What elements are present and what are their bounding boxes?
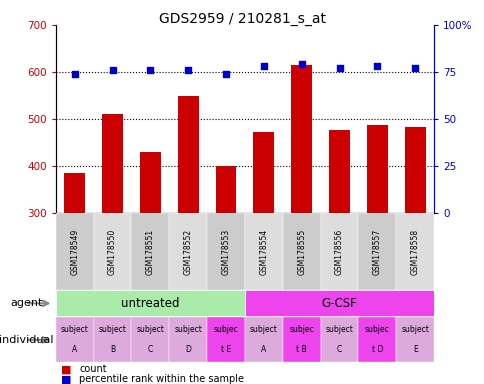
Bar	[291, 65, 311, 213]
Text: subject: subject	[174, 325, 202, 334]
Text: GSM178555: GSM178555	[297, 228, 305, 275]
Bar	[395, 213, 433, 290]
Bar	[56, 213, 93, 290]
Text: subject: subject	[98, 325, 126, 334]
Text: untreated: untreated	[121, 297, 179, 310]
Bar	[131, 317, 169, 362]
Bar	[93, 213, 131, 290]
Point	[184, 67, 192, 73]
Bar	[93, 317, 131, 362]
Bar	[320, 213, 358, 290]
Bar	[282, 317, 320, 362]
Point	[259, 63, 267, 70]
Point	[222, 71, 229, 77]
Point	[146, 67, 154, 73]
Point	[335, 65, 343, 71]
Text: subjec: subjec	[288, 325, 314, 334]
Text: C: C	[148, 346, 152, 354]
Text: ■: ■	[60, 364, 71, 374]
Text: GSM178558: GSM178558	[410, 228, 419, 275]
Text: subject: subject	[136, 325, 164, 334]
Bar	[102, 114, 122, 213]
Text: GSM178552: GSM178552	[183, 228, 192, 275]
Bar	[244, 317, 282, 362]
Bar	[131, 213, 169, 290]
Bar	[358, 317, 395, 362]
Text: count: count	[79, 364, 106, 374]
Text: GSM178556: GSM178556	[334, 228, 343, 275]
Bar	[395, 317, 433, 362]
Text: t B: t B	[296, 346, 306, 354]
Bar	[140, 152, 160, 213]
Bar	[215, 166, 236, 213]
Text: A: A	[261, 346, 266, 354]
Text: subjec: subjec	[213, 325, 238, 334]
Bar	[244, 213, 282, 290]
Text: GSM178554: GSM178554	[259, 228, 268, 275]
Point	[297, 61, 305, 68]
Bar	[244, 290, 433, 316]
Text: GSM178549: GSM178549	[70, 228, 79, 275]
Text: GSM178553: GSM178553	[221, 228, 230, 275]
Bar	[56, 317, 93, 362]
Text: GSM178550: GSM178550	[108, 228, 117, 275]
Bar	[366, 125, 387, 213]
Text: GSM178551: GSM178551	[146, 228, 154, 275]
Text: subject: subject	[60, 325, 89, 334]
Bar	[178, 96, 198, 213]
Text: t E: t E	[220, 346, 231, 354]
Bar	[329, 130, 349, 213]
Bar	[253, 132, 273, 213]
Text: E: E	[412, 346, 417, 354]
Text: ■: ■	[60, 374, 71, 384]
Text: D: D	[185, 346, 191, 354]
Text: agent: agent	[11, 298, 43, 308]
Text: GDS2959 / 210281_s_at: GDS2959 / 210281_s_at	[159, 12, 325, 25]
Text: A: A	[72, 346, 77, 354]
Bar	[282, 213, 320, 290]
Bar	[207, 213, 244, 290]
Bar	[207, 317, 244, 362]
Text: B: B	[110, 346, 115, 354]
Bar	[404, 127, 424, 213]
Bar	[358, 213, 395, 290]
Text: individual: individual	[0, 335, 54, 345]
Text: subject: subject	[400, 325, 428, 334]
Bar	[169, 317, 207, 362]
Point	[410, 65, 418, 71]
Text: percentile rank within the sample: percentile rank within the sample	[79, 374, 243, 384]
Bar	[64, 173, 85, 213]
Text: G-CSF: G-CSF	[321, 297, 357, 310]
Point	[373, 63, 380, 70]
Text: C: C	[336, 346, 341, 354]
Bar	[56, 290, 244, 316]
Text: t D: t D	[371, 346, 382, 354]
Point	[108, 67, 116, 73]
Text: subject: subject	[325, 325, 353, 334]
Text: subject: subject	[249, 325, 277, 334]
Text: subjec: subjec	[364, 325, 389, 334]
Bar	[169, 213, 207, 290]
Text: GSM178557: GSM178557	[372, 228, 381, 275]
Bar	[320, 317, 358, 362]
Point	[71, 71, 78, 77]
